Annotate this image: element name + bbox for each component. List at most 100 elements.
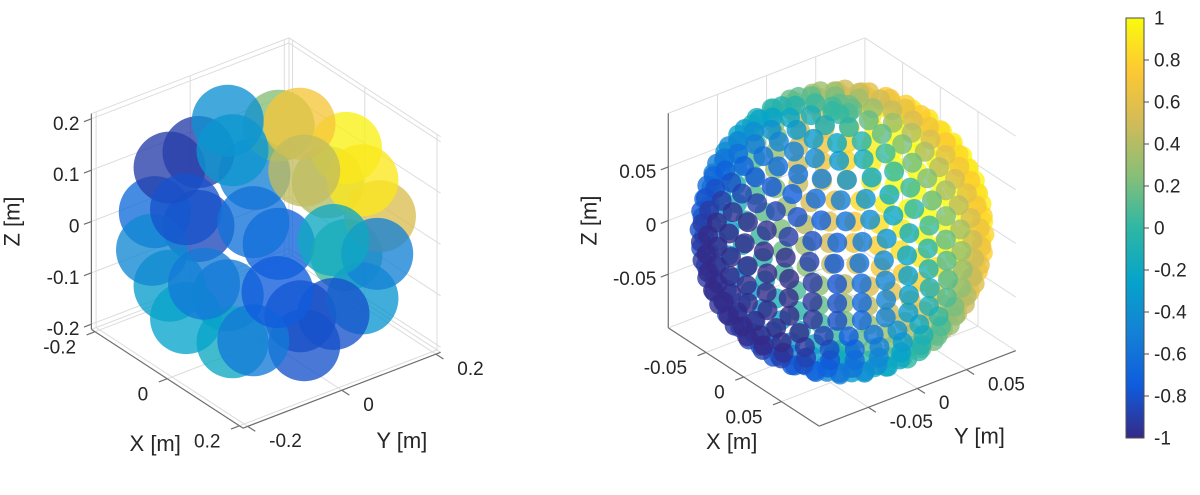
scatter-point <box>786 119 807 140</box>
scatter-point <box>753 241 774 262</box>
z-tick-mark <box>83 323 92 328</box>
colorbar: 1 0.8 0.6 0.4 0.2 0 -0.2 -0.4 -0.6 -0.8 -1 <box>1125 9 1187 450</box>
scatter-point <box>756 282 777 303</box>
scatter-point <box>838 326 859 347</box>
scatter-point <box>875 143 896 164</box>
scatter-point <box>268 134 341 207</box>
scatter-point <box>768 131 789 152</box>
scatter-point <box>827 310 848 331</box>
scatter-point <box>789 322 810 343</box>
y-tick-mark <box>247 425 256 432</box>
z-tick-label: 0.05 <box>619 162 656 183</box>
scatter-point <box>884 161 905 182</box>
z-tick-label: 0.1 <box>53 165 79 186</box>
x-tick-label: -0.05 <box>644 358 687 379</box>
scatter-point <box>917 238 938 259</box>
scatter-point <box>827 293 848 314</box>
z-tick-label: 0 <box>69 217 80 238</box>
axis-line <box>288 37 441 138</box>
scatter-point <box>917 168 938 189</box>
scatter-point <box>811 168 832 189</box>
y-tick-label: 0 <box>939 393 950 414</box>
scatter-point <box>168 247 241 320</box>
scatter-point <box>835 211 856 232</box>
scatter-point <box>918 259 939 280</box>
z-tick-label: -0.2 <box>47 319 80 340</box>
scatter-point <box>745 167 766 188</box>
scatter-point <box>950 219 971 240</box>
scatter-point <box>849 253 870 274</box>
scatter-point <box>935 180 956 201</box>
scatter-point <box>731 183 752 204</box>
scatter-point <box>766 317 787 338</box>
scatter-point <box>838 117 859 138</box>
x-tick-mark <box>735 376 744 381</box>
z-tick-label: 0 <box>646 216 657 237</box>
scatter-point <box>737 292 758 313</box>
y-tick-mark <box>867 406 877 413</box>
scatter-point <box>919 215 940 236</box>
z-tick-mark <box>660 220 669 224</box>
scatter-point <box>936 250 957 271</box>
scatter-point <box>747 193 768 214</box>
scatter-point <box>804 148 825 169</box>
y-tick-label: 0.2 <box>457 359 483 380</box>
scatter-point <box>875 307 896 328</box>
scatter-point <box>827 232 848 253</box>
scatter-point <box>761 176 782 197</box>
axis-line <box>91 37 290 115</box>
x-tick-mark <box>697 351 707 357</box>
right-plot-axes <box>660 113 1016 427</box>
y-axis-label: Y [m] <box>954 423 1005 448</box>
scatter-point <box>918 295 939 316</box>
scatter-point <box>936 287 957 308</box>
scatter-point <box>150 173 223 246</box>
colorbar-gradient <box>1125 17 1145 439</box>
scatter-point <box>853 149 874 170</box>
scatter-point <box>722 202 743 223</box>
x-tick-label: 0.05 <box>725 407 762 428</box>
scatter-point <box>919 278 940 299</box>
scatter-point <box>736 274 757 295</box>
scatter-point <box>883 205 904 226</box>
x-axis-label: X [m] <box>706 429 757 454</box>
x-tick-mark <box>230 425 240 430</box>
z-tick-mark <box>660 273 669 278</box>
colorbar-tick-label: 0.2 <box>1154 177 1180 198</box>
scatter-point <box>851 292 872 313</box>
scatter-point <box>860 209 881 230</box>
scatter-point <box>782 184 803 205</box>
x-tick-label: 0 <box>138 384 149 405</box>
colorbar-tick-label: -0.8 <box>1154 387 1187 408</box>
scatter-point <box>802 309 823 330</box>
scatter-point <box>779 268 800 289</box>
scatter-point <box>217 186 290 259</box>
colorbar-tick-label: 0.6 <box>1154 93 1180 114</box>
scatter-point <box>897 245 918 266</box>
scatter-point <box>811 210 832 231</box>
colorbar-tick-label: 0.4 <box>1154 135 1181 156</box>
scatter-point <box>875 270 896 291</box>
axis-line <box>95 327 248 427</box>
scatter-point <box>706 255 727 276</box>
scatter-point <box>861 167 882 188</box>
z-axis-label: Z [m] <box>0 196 24 246</box>
scatter-point <box>814 115 835 136</box>
z-tick-mark <box>660 166 669 171</box>
scatter-point <box>827 133 848 154</box>
z-tick-label: -0.05 <box>613 269 656 290</box>
scatter-point <box>802 230 823 251</box>
y-tick-label: 0.05 <box>988 374 1025 395</box>
z-tick-label: 0.2 <box>53 114 79 135</box>
y-tick-mark <box>341 389 350 396</box>
colorbar-tick-label: -1 <box>1154 429 1171 450</box>
scatter-point <box>899 223 920 244</box>
scatter-point <box>778 288 799 309</box>
scatter-point <box>936 206 957 227</box>
scatter-point <box>858 110 879 131</box>
y-tick-mark <box>435 353 444 360</box>
scatter-point <box>805 188 826 209</box>
scatter-point <box>851 273 872 294</box>
x-tick-label: -0.2 <box>43 337 76 358</box>
